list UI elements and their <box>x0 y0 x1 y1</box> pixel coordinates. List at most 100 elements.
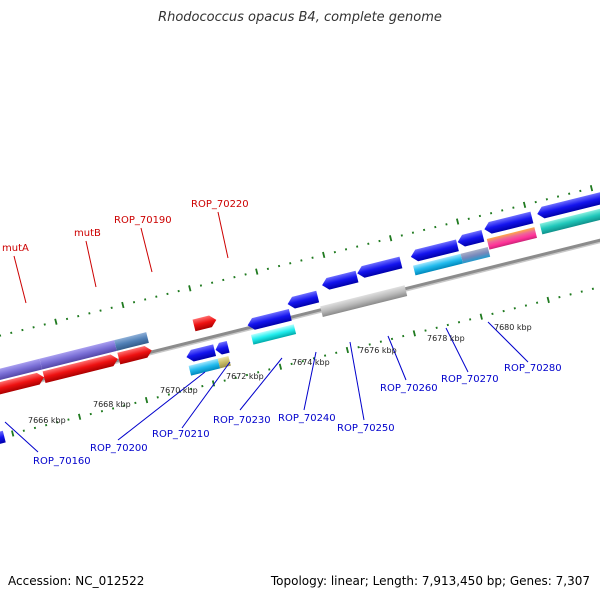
major-tick <box>479 313 483 320</box>
minor-tick <box>45 423 48 427</box>
gene-ROP-70250[interactable] <box>321 270 359 291</box>
feature-label-ROP-70250[interactable]: ROP_70250 <box>337 423 395 434</box>
minor-tick <box>311 256 314 259</box>
minor-tick <box>501 209 504 212</box>
minor-tick <box>100 410 104 413</box>
feature-label-ROP-70210[interactable]: ROP_70210 <box>152 429 210 440</box>
minor-tick <box>535 301 539 304</box>
major-tick <box>54 318 58 325</box>
minor-tick <box>478 214 482 218</box>
minor-tick <box>99 309 102 312</box>
gene-ROP-70160[interactable] <box>0 430 6 448</box>
minor-tick <box>0 334 2 337</box>
gene-red-1[interactable] <box>0 371 46 401</box>
minor-tick <box>579 189 582 193</box>
feature-label-ROP-70220[interactable]: ROP_70220 <box>191 199 249 210</box>
minor-tick <box>534 200 537 204</box>
minor-tick <box>301 359 304 363</box>
minor-tick <box>266 267 270 271</box>
gene-ROP-70290-cds[interactable] <box>539 206 600 235</box>
major-tick <box>589 185 594 192</box>
major-tick <box>345 346 350 354</box>
gene-ROP-70270b-cds[interactable] <box>460 247 491 264</box>
minor-tick <box>257 371 260 374</box>
gene-ROP-70290[interactable] <box>536 191 600 220</box>
minor-tick <box>323 354 327 357</box>
minor-tick <box>580 290 583 293</box>
minor-tick <box>223 379 226 382</box>
feature-label-ROP-70190[interactable]: ROP_70190 <box>114 215 172 226</box>
minor-tick <box>244 273 247 276</box>
gene-ROP-70190[interactable] <box>114 332 149 351</box>
minor-tick <box>22 429 25 432</box>
gene-ROP-70200-cds[interactable] <box>188 358 221 376</box>
minor-tick <box>134 401 137 405</box>
feature-label-ROP-70230[interactable]: ROP_70230 <box>213 415 271 426</box>
minor-tick <box>10 331 13 335</box>
minor-tick <box>512 206 515 209</box>
gene-ROP-70270[interactable] <box>409 239 459 262</box>
minor-tick <box>402 334 405 338</box>
minor-tick <box>56 421 59 424</box>
lower-tick-track <box>0 287 595 438</box>
gene-mutA[interactable] <box>0 358 43 388</box>
gene-ROP-70280[interactable] <box>483 211 534 235</box>
minor-tick <box>379 340 382 343</box>
feature-label-mutA[interactable]: mutA <box>2 243 29 254</box>
minor-tick <box>155 295 158 298</box>
gene-ROP-70210[interactable] <box>214 340 230 356</box>
major-tick <box>188 285 192 292</box>
minor-tick <box>222 278 225 282</box>
minor-tick <box>245 373 249 377</box>
gene-red-3[interactable] <box>117 345 153 365</box>
minor-tick <box>123 404 126 407</box>
major-tick <box>121 301 125 309</box>
minor-tick <box>268 368 271 371</box>
major-tick <box>78 413 82 420</box>
minor-tick <box>356 245 359 248</box>
leader-mutA <box>13 255 27 304</box>
gene-ROP-70240[interactable] <box>286 290 320 310</box>
feature-label-ROP-70280[interactable]: ROP_70280 <box>504 363 562 374</box>
gene-ROP-70270b[interactable] <box>456 230 485 248</box>
feature-label-ROP-70160[interactable]: ROP_70160 <box>33 456 91 467</box>
leader-ROP-70200 <box>117 371 206 441</box>
gene-red-2[interactable] <box>42 353 120 384</box>
feature-label-ROP-70240[interactable]: ROP_70240 <box>278 413 336 424</box>
feature-label-ROP-70270[interactable]: ROP_70270 <box>441 374 499 385</box>
leader-ROP-70250 <box>349 341 365 421</box>
gene-ROP-70260[interactable] <box>356 256 403 280</box>
minor-tick <box>43 323 46 326</box>
feature-label-mutB[interactable]: mutB <box>74 228 101 239</box>
gene-ROP-70210-cds[interactable] <box>217 355 231 369</box>
gene-ROP-70270-cds[interactable] <box>413 253 464 276</box>
kbp-label: 7668 kbp <box>93 400 131 409</box>
minor-tick <box>457 321 461 324</box>
minor-tick <box>357 346 360 349</box>
gene-ROP-70280-cds[interactable] <box>486 227 537 250</box>
major-tick <box>278 363 283 370</box>
gene-ROP-70230[interactable] <box>246 308 292 331</box>
minor-tick <box>167 393 170 396</box>
minor-tick <box>33 426 37 430</box>
gene-ROP-70230-cds[interactable] <box>250 324 297 345</box>
minor-tick <box>21 328 24 332</box>
minor-tick <box>110 306 113 309</box>
minor-tick <box>378 239 381 243</box>
minor-tick <box>467 217 470 220</box>
leader-ROP-70160 <box>4 421 39 453</box>
gene-ROP-70250-cds[interactable] <box>320 285 408 317</box>
minor-tick <box>156 396 159 399</box>
minor-tick <box>556 195 560 198</box>
gene-ROP-70220[interactable] <box>192 314 218 332</box>
minor-tick <box>423 228 426 232</box>
genome-summary-text: Topology: linear; Length: 7,913,450 bp; … <box>270 574 590 588</box>
leader-mutB <box>85 240 97 288</box>
gene-mutB[interactable] <box>39 340 117 370</box>
gene-ROP-70200[interactable] <box>185 344 217 363</box>
minor-tick <box>32 326 35 329</box>
feature-label-ROP-70260[interactable]: ROP_70260 <box>380 383 438 394</box>
feature-label-ROP-70200[interactable]: ROP_70200 <box>90 443 148 454</box>
minor-tick <box>367 242 370 245</box>
